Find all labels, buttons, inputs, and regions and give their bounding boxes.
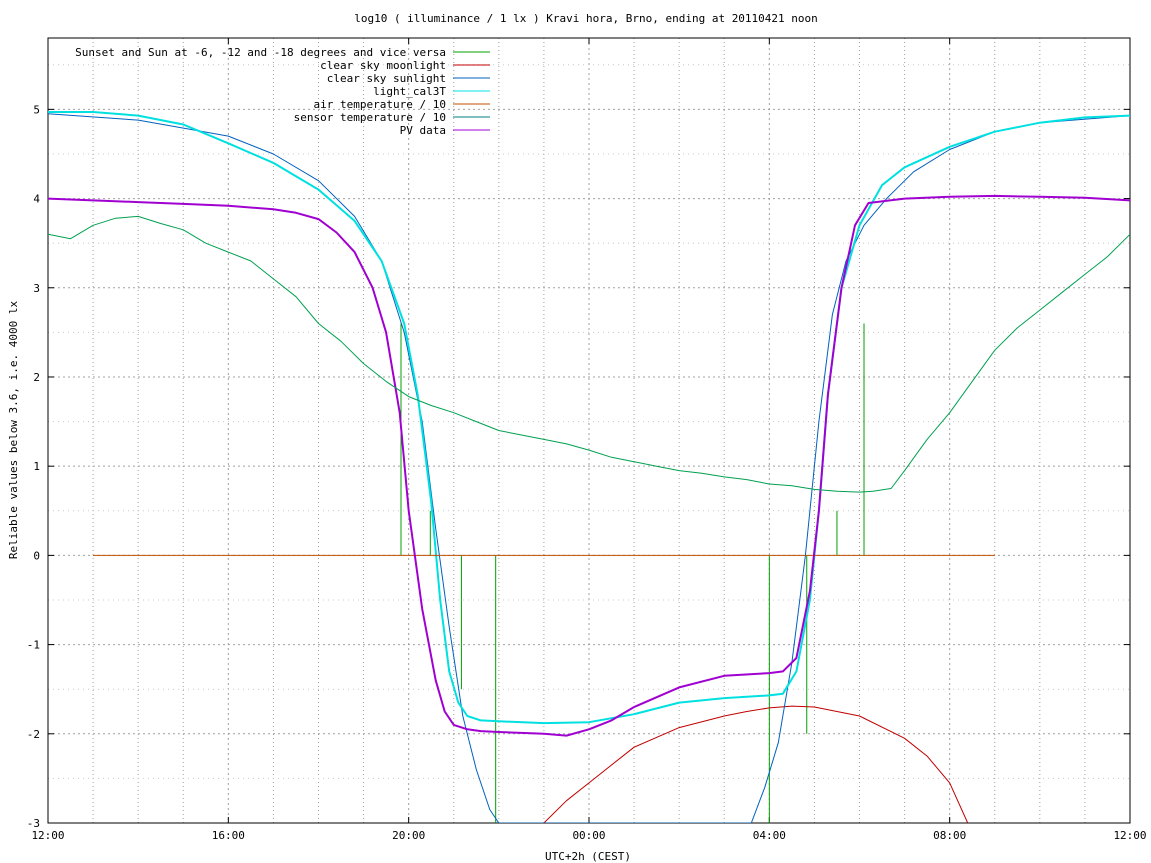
x-tick-label: 12:00 [31,829,64,842]
legend-label: clear sky moonlight [320,59,446,72]
x-tick-label: 12:00 [1113,829,1146,842]
x-tick-label: 04:00 [753,829,786,842]
y-tick-label: 2 [33,371,40,384]
legend: Sunset and Sun at -6, -12 and -18 degree… [75,46,490,137]
series-line-7 [48,215,1130,493]
y-tick-label: 3 [33,282,40,295]
y-tick-label: -2 [27,728,40,741]
legend-label: PV data [400,124,446,137]
y-tick-label: -1 [27,639,40,652]
legend-label: light_cal3T [373,85,446,98]
x-axis-label: UTC+2h (CEST) [545,850,631,863]
axes: 12:00 16:00 20:00 00:00 04:00 08:00 12:00-3-2-… [27,37,1147,842]
series-layer [48,111,1130,823]
series-line-1 [543,705,969,823]
series-line-2 [48,113,1130,823]
y-tick-label: 4 [33,193,40,206]
x-tick-label: 08:00 [933,829,966,842]
series-line-6 [48,194,1130,737]
y-axis-label: Reliable values below 3.6, i.e. 4000 lx [7,300,20,559]
y-tick-label: 1 [33,460,40,473]
legend-label: Sunset and Sun at -6, -12 and -18 degree… [75,46,446,59]
legend-label: clear sky sunlight [327,72,446,85]
x-tick-label: 20:00 [392,829,425,842]
x-tick-label: 16:00 [212,829,245,842]
y-tick-label: -3 [27,817,40,830]
x-tick-label: 00:00 [572,829,605,842]
y-tick-label: 0 [33,549,40,562]
chart-title: log10 ( illuminance / 1 lx ) Kravi hora,… [354,12,818,25]
legend-label: sensor temperature / 10 [294,111,446,124]
y-tick-label: 5 [33,103,40,116]
legend-label: air temperature / 10 [314,98,446,111]
series-line-3 [48,111,1130,725]
